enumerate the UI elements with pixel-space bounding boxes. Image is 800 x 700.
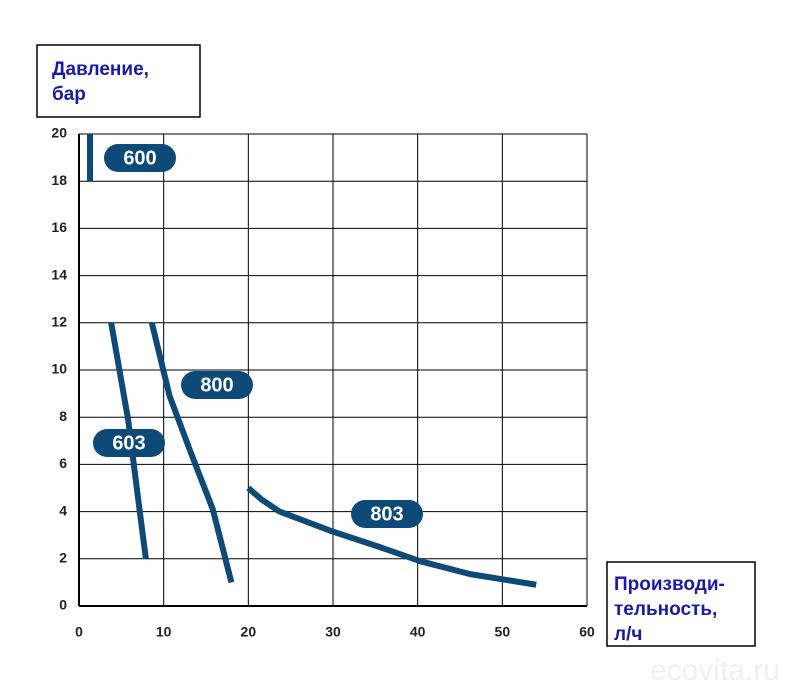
x-label-box [606,561,756,647]
watermark: ecovita.ru [650,654,780,687]
y-tick-label: 8 [59,408,67,424]
series-line [108,322,149,560]
y-tick-label: 0 [59,597,67,613]
x-tick-label: 50 [495,624,511,640]
x-axis-title: Производи- [614,574,725,595]
y-axis-title: бар [52,84,86,105]
x-axis-title: л/ч [614,624,642,645]
series-label: 803 [370,503,403,525]
y-tick-label: 6 [59,455,67,471]
y-tick-label: 2 [59,550,67,566]
series-label-pill [104,144,176,172]
x-tick-label: 30 [325,624,341,640]
series-label: 800 [200,374,233,396]
y-tick-label: 20 [51,125,67,141]
x-tick-label: 60 [579,624,595,640]
y-label-box [36,44,201,118]
y-tick-label: 4 [59,502,67,518]
x-tick-label: 20 [241,624,257,640]
series-label-pill [351,500,423,528]
y-tick-label: 18 [51,172,67,188]
series-line [246,485,537,588]
series-line [148,322,235,584]
series-label-pill [93,429,165,457]
series-label: 600 [123,147,156,169]
y-tick-label: 10 [51,361,67,377]
y-axis-title: Давление, [52,59,149,80]
x-tick-label: 10 [156,624,172,640]
y-tick-label: 16 [51,219,67,235]
y-tick-label: 14 [51,266,67,282]
y-tick-label: 12 [51,314,67,330]
x-tick-label: 40 [410,624,426,640]
series-label-pill [181,371,253,399]
x-axis-title: тельность, [614,599,717,620]
series-label: 603 [112,432,145,454]
x-tick-label: 0 [75,624,83,640]
